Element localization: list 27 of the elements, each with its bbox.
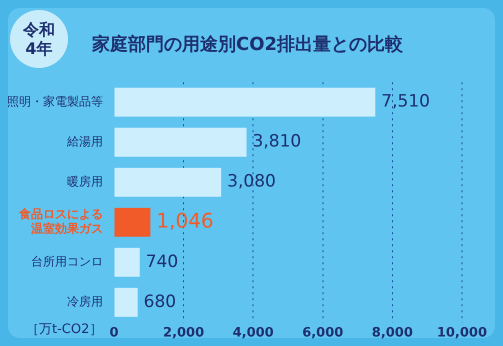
data-label: 1,046 [156,208,214,233]
bar [114,88,376,117]
data-label: 3,810 [252,132,302,152]
bar [114,208,150,237]
data-label: 3,080 [227,172,276,192]
x-axis-title: ［万t-CO2］ [26,321,102,338]
chart-subtitle: 令和4年 [22,20,56,58]
x-tick-label: 6,000 [302,326,344,341]
y-tick-label: 食品ロスによる温室効果ガス [18,207,103,236]
y-tick-label: 暖房用 [67,174,103,188]
chart-title: 家庭部門の用途別CO2排出量との比較 [92,33,404,56]
x-tick-label: 0 [109,326,119,341]
data-label: 680 [144,292,176,312]
data-label: 740 [146,252,178,272]
x-tick-label: 10,000 [436,326,488,341]
x-tick-label: 2,000 [163,326,204,341]
bar [114,288,138,317]
bar [114,248,140,277]
data-label: 7,510 [381,92,430,112]
x-tick-label: 4,000 [232,326,274,341]
x-tick-label: 8,000 [372,326,413,341]
bar [114,168,222,197]
y-tick-label: 台所用コンロ [31,254,103,268]
y-tick-label: 照明・家電製品等 [7,94,103,108]
y-tick-label: 給湯用 [66,134,103,148]
y-tick-label: 冷房用 [67,294,103,309]
bar [114,128,247,157]
